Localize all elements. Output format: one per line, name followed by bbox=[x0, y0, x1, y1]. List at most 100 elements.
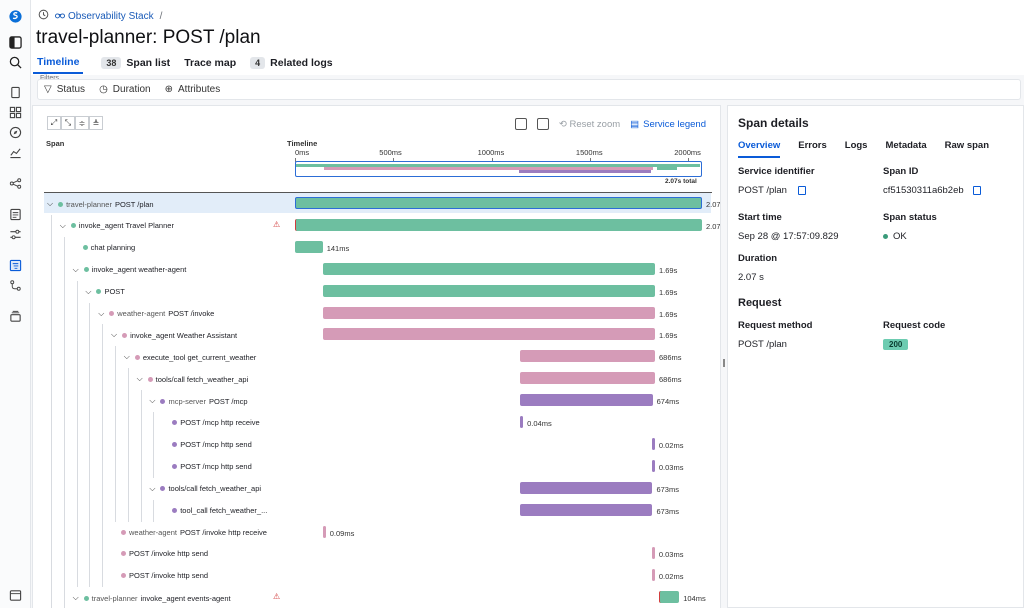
span-bar[interactable] bbox=[520, 350, 655, 363]
chevron-down-icon[interactable]: ⌵ bbox=[72, 264, 79, 274]
chevron-down-icon[interactable]: ⌵ bbox=[59, 220, 66, 230]
span-bar[interactable] bbox=[322, 328, 655, 341]
field-key: Start time bbox=[738, 212, 782, 223]
span-row[interactable]: ⌵ invoke_agent Travel Planner ⚠ 2.07s bbox=[33, 214, 720, 237]
chevron-down-icon[interactable]: ⌵ bbox=[123, 352, 130, 362]
filter-attributes[interactable]: ⊕ Attributes bbox=[165, 84, 221, 95]
tab-metadata[interactable]: Metadata bbox=[885, 140, 927, 151]
chart-icon[interactable] bbox=[8, 145, 22, 159]
span-bar[interactable] bbox=[520, 503, 653, 516]
workflow-icon[interactable] bbox=[8, 278, 22, 292]
tab-trace-map[interactable]: Trace map bbox=[180, 52, 240, 74]
span-bar[interactable] bbox=[651, 547, 655, 560]
span-row[interactable]: ⌵ tools/call fetch_weather_api 686ms bbox=[33, 368, 720, 391]
filter-status[interactable]: ▽ Status bbox=[44, 84, 85, 95]
span-row[interactable]: tool_call fetch_weather_... 673ms bbox=[33, 499, 720, 522]
axis-tick-label: 1000ms bbox=[477, 148, 505, 157]
panel-resizer[interactable] bbox=[721, 105, 727, 608]
stack-icon[interactable] bbox=[8, 309, 22, 323]
span-label: POST /mcp http send bbox=[172, 440, 252, 449]
tab-timeline[interactable]: Timeline bbox=[33, 52, 84, 74]
tree-guide-line bbox=[115, 412, 116, 434]
span-row[interactable]: ⌵ travel-planner invoke_agent events-agent… bbox=[33, 587, 720, 608]
span-row[interactable]: chat planning 141ms bbox=[33, 236, 720, 259]
span-row[interactable]: ⌵ POST 1.69s bbox=[33, 280, 720, 303]
span-bar[interactable] bbox=[651, 569, 655, 582]
span-row[interactable]: ⌵ weather-agent POST /invoke 1.69s bbox=[33, 302, 720, 325]
span-bar[interactable] bbox=[651, 437, 655, 450]
span-bar[interactable] bbox=[322, 284, 655, 297]
minimap[interactable] bbox=[295, 161, 702, 177]
tab-raw-span[interactable]: Raw span bbox=[944, 140, 990, 151]
span-row[interactable]: POST /mcp http receive 0.04ms bbox=[33, 412, 720, 434]
expand-all-icon[interactable]: ⤢ bbox=[47, 116, 61, 130]
span-row[interactable]: POST /mcp http send 0.02ms bbox=[33, 433, 720, 456]
dashboard-icon[interactable] bbox=[8, 105, 22, 119]
span-bar[interactable] bbox=[322, 525, 326, 538]
sliders-icon[interactable] bbox=[8, 227, 22, 241]
span-bar[interactable] bbox=[651, 459, 655, 472]
add-circle-icon: ⊕ bbox=[164, 84, 173, 95]
chevron-down-icon[interactable]: ⌵ bbox=[149, 483, 156, 493]
span-row[interactable]: POST /mcp http send 0.03ms bbox=[33, 455, 720, 478]
tab-overview[interactable]: Overview bbox=[738, 140, 781, 158]
span-bar[interactable] bbox=[658, 591, 680, 604]
tab-related-logs[interactable]: 4 Related logs bbox=[246, 52, 336, 74]
span-bar[interactable] bbox=[322, 306, 655, 319]
document-icon[interactable] bbox=[8, 85, 22, 99]
collapse-all-icon[interactable]: ⤡ bbox=[61, 116, 75, 130]
span-row[interactable]: ⌵ invoke_agent Weather Assistant 1.69s bbox=[33, 324, 720, 347]
span-bar[interactable] bbox=[520, 372, 655, 385]
settings-panel-icon[interactable] bbox=[8, 588, 22, 602]
fullscreen-icon[interactable] bbox=[514, 118, 527, 130]
chevron-down-icon[interactable]: ⌵ bbox=[149, 396, 156, 406]
tab-logs[interactable]: Logs bbox=[844, 140, 868, 151]
search-icon[interactable] bbox=[8, 55, 22, 69]
breadcrumb-link[interactable]: Observability Stack bbox=[55, 10, 154, 22]
span-bar[interactable] bbox=[322, 262, 655, 275]
reset-zoom-button[interactable]: ⟲ Reset zoom bbox=[558, 118, 621, 130]
span-row[interactable]: weather-agent POST /invoke http receive 0.… bbox=[33, 521, 720, 544]
chevron-down-icon[interactable]: ⌵ bbox=[47, 199, 54, 208]
chevron-down-icon[interactable]: ⌵ bbox=[98, 308, 105, 318]
span-row[interactable]: ⌵ invoke_agent weather-agent 1.69s bbox=[33, 258, 720, 281]
span-bar[interactable] bbox=[295, 218, 702, 231]
span-bar[interactable] bbox=[295, 197, 702, 209]
span-row[interactable]: ⌵ mcp-server POST /mcp 674ms bbox=[33, 390, 720, 413]
logo-icon[interactable] bbox=[7, 8, 23, 24]
span-row[interactable]: POST /invoke http send 0.03ms bbox=[33, 543, 720, 566]
service-legend-button[interactable]: ▤ Service legend bbox=[630, 119, 706, 130]
chevron-down-icon[interactable]: ⌵ bbox=[136, 374, 143, 384]
copy-icon[interactable] bbox=[797, 186, 806, 195]
span-bar[interactable] bbox=[520, 394, 653, 407]
breadcrumb: Observability Stack / bbox=[38, 9, 162, 23]
panel-toggle-icon[interactable] bbox=[8, 35, 22, 49]
tree-guide-line bbox=[89, 477, 91, 500]
chevron-down-icon[interactable]: ⌵ bbox=[111, 330, 118, 340]
filter-duration[interactable]: ◷ Duration bbox=[99, 84, 151, 95]
span-bar[interactable] bbox=[295, 240, 323, 253]
tab-span-list[interactable]: 38 Span list bbox=[97, 52, 174, 74]
chevron-down-icon[interactable]: ⌵ bbox=[72, 593, 79, 603]
table-icon[interactable] bbox=[536, 118, 549, 130]
copy-icon[interactable] bbox=[972, 186, 981, 195]
traces-icon[interactable] bbox=[8, 258, 22, 272]
tree-guide-line bbox=[127, 412, 129, 434]
list-icon[interactable] bbox=[8, 207, 22, 221]
compass-icon[interactable] bbox=[8, 125, 22, 139]
collapse-rows-icon[interactable]: ≑ bbox=[75, 116, 89, 130]
span-name: POST bbox=[104, 287, 125, 297]
span-row[interactable]: ⌵ execute_tool get_current_weather 686ms bbox=[33, 346, 720, 369]
span-row[interactable]: ⌵ tools/call fetch_weather_api 673ms bbox=[33, 477, 720, 500]
span-row[interactable]: POST /invoke http send 0.02ms bbox=[33, 565, 720, 588]
tree-guide-line bbox=[115, 433, 116, 456]
history-icon[interactable] bbox=[38, 9, 49, 23]
tab-errors[interactable]: Errors bbox=[798, 140, 827, 151]
span-duration: 0.03ms bbox=[658, 462, 684, 472]
chevron-down-icon[interactable]: ⌵ bbox=[85, 286, 92, 296]
expand-rows-icon[interactable]: ≜ bbox=[89, 116, 103, 130]
graph-icon[interactable] bbox=[8, 176, 22, 190]
span-bar[interactable] bbox=[520, 416, 524, 428]
span-bar[interactable] bbox=[520, 481, 653, 494]
